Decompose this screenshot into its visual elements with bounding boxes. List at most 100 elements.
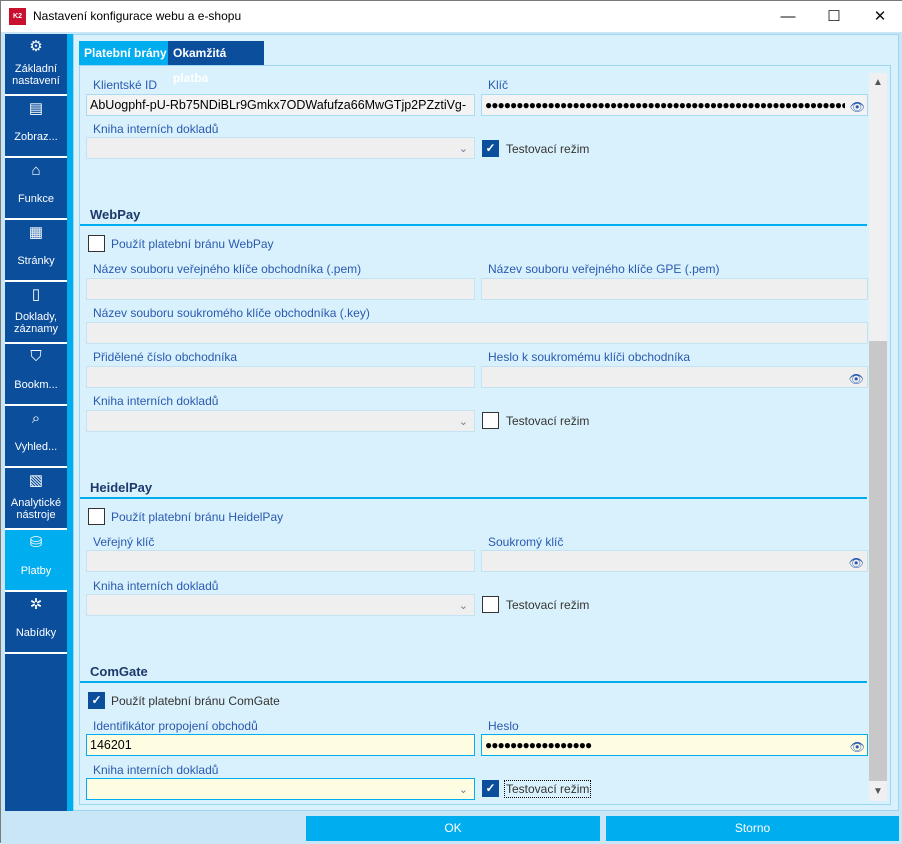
- tag-icon: ⌂: [31, 162, 41, 179]
- heidelpay-book-label: Kniha interních dokladů: [93, 579, 219, 593]
- sidebar-item-label: Vyhled...: [14, 441, 58, 453]
- sidebar-item-1[interactable]: ⚙ Základní nastavení: [5, 34, 67, 96]
- sidebar-divider: [67, 34, 73, 811]
- title-bar: K2 Nastavení konfigurace webu a e-shopu …: [1, 1, 902, 32]
- minimize-button[interactable]: —: [780, 8, 796, 25]
- tab-platebni-brany[interactable]: Platební brány: [79, 41, 172, 66]
- test-mode-label: Testovací režim: [506, 142, 590, 156]
- app-logo: K2: [9, 8, 26, 25]
- window-title: Nastavení konfigurace webu a e-shopu: [33, 9, 242, 23]
- sidebar-item-label: Bookm...: [14, 379, 58, 391]
- chart-icon: ▧: [28, 472, 44, 489]
- webpay-header: WebPay: [90, 207, 141, 222]
- merchant-priv-field[interactable]: [86, 322, 868, 344]
- sidebar-item-7[interactable]: ⌕ Vyhled...: [5, 406, 67, 468]
- eye-icon[interactable]: 👁: [848, 372, 864, 386]
- sidebar-item-label: Stránky: [17, 255, 55, 267]
- dropdown-icon: ⌄: [458, 416, 468, 428]
- search-icon: ⌕: [31, 410, 41, 427]
- comgate-test-checkbox[interactable]: ✓: [482, 780, 499, 797]
- maximize-button[interactable]: ☐: [827, 8, 841, 25]
- tab-okamzita-platba[interactable]: Okamžitá platba: [168, 41, 264, 85]
- comgate-use-label: Použít platební bránu ComGate: [111, 694, 280, 708]
- merchant-pub-label: Název souboru veřejného klíče obchodníka…: [93, 262, 362, 276]
- priv-pw-field[interactable]: 👁: [481, 366, 868, 388]
- dropdown-icon: ⌄: [458, 600, 468, 612]
- webpay-book-select[interactable]: ⌄: [86, 410, 475, 432]
- heidelpay-header: HeidelPay: [90, 480, 153, 495]
- divider: [80, 224, 867, 226]
- payment-icon: ⛁: [29, 534, 43, 551]
- sidebar-item-label: Funkce: [17, 193, 55, 205]
- merchant-priv-label: Název souboru soukromého klíče obchodník…: [93, 306, 370, 320]
- discount-icon: ✲: [29, 596, 43, 613]
- comgate-use-checkbox[interactable]: ✓: [88, 692, 105, 709]
- scrollbar-thumb[interactable]: [869, 341, 887, 781]
- priv-pw-label: Heslo k soukromému klíči obchodníka: [488, 350, 691, 364]
- key-value: ●●●●●●●●●●●●●●●●●●●●●●●●●●●●●●●●●●●●●●●●…: [485, 98, 845, 112]
- merchant-no-label: Přidělené číslo obchodníka: [93, 350, 238, 364]
- sidebar-item-label: Doklady, záznamy: [13, 311, 59, 335]
- private-key-label: Soukromý klíč: [488, 535, 564, 549]
- sidebar-item-4[interactable]: ▦ Stránky: [5, 220, 67, 282]
- eye-icon[interactable]: 👁: [849, 740, 865, 754]
- comgate-id-field[interactable]: 146201: [86, 734, 475, 756]
- book-label: Kniha interních dokladů: [93, 122, 219, 136]
- comgate-test-label: Testovací režim: [504, 780, 592, 798]
- sidebar-item-10[interactable]: ✲ Nabídky: [5, 592, 67, 654]
- comgate-pw-value: ●●●●●●●●●●●●●●●●●: [485, 738, 592, 752]
- heidelpay-book-select[interactable]: ⌄: [86, 594, 475, 616]
- close-button[interactable]: ✕: [873, 8, 887, 25]
- comgate-id-label: Identifikátor propojení obchodů: [93, 719, 258, 733]
- dropdown-icon: ⌄: [458, 143, 468, 155]
- webpay-test-checkbox[interactable]: [482, 412, 499, 429]
- public-key-field[interactable]: [86, 550, 475, 572]
- eye-icon[interactable]: 👁: [848, 556, 864, 570]
- page-icon: ▦: [28, 224, 44, 241]
- sidebar-item-label: Platby: [20, 565, 52, 577]
- sidebar-item-label: Zobraz...: [14, 131, 58, 143]
- sidebar-item-2[interactable]: ▤ Zobraz...: [5, 96, 67, 158]
- bookmark-icon: ⛉: [30, 348, 42, 365]
- webpay-book-label: Kniha interních dokladů: [93, 394, 219, 408]
- merchant-no-field[interactable]: [86, 366, 475, 388]
- sidebar-item-3[interactable]: ⌂ Funkce: [5, 158, 67, 220]
- gpe-pub-label: Název souboru veřejného klíče GPE (.pem): [488, 262, 720, 276]
- comgate-book-select[interactable]: ⌄: [86, 778, 475, 800]
- client-id-label: Klientské ID: [93, 78, 158, 92]
- comgate-pw-label: Heslo: [488, 719, 519, 733]
- webpay-test-label: Testovací režim: [506, 414, 590, 428]
- sidebar-item-6[interactable]: ⛉ Bookm...: [5, 344, 67, 406]
- heidelpay-test-checkbox[interactable]: [482, 596, 499, 613]
- public-key-label: Veřejný klíč: [93, 535, 155, 549]
- scroll-up-icon[interactable]: ▲: [873, 77, 883, 88]
- dropdown-icon: ⌄: [458, 784, 468, 796]
- sidebar: ⚙ Základní nastavení ▤ Zobraz... ⌂ Funkce ▦ Str…: [5, 34, 67, 811]
- comgate-pw-field[interactable]: ●●●●●●●●●●●●●●●●● 👁: [481, 734, 868, 756]
- heidelpay-use-checkbox[interactable]: [88, 508, 105, 525]
- webpay-use-checkbox[interactable]: [88, 235, 105, 252]
- comgate-book-label: Kniha interních dokladů: [93, 763, 219, 777]
- gpe-pub-field[interactable]: [481, 278, 868, 300]
- sidebar-item-9[interactable]: ⛁ Platby: [5, 530, 67, 592]
- test-mode-checkbox[interactable]: ✓: [482, 140, 499, 157]
- cancel-button[interactable]: Storno: [606, 816, 899, 841]
- sidebar-item-label: Základní nastavení: [12, 63, 60, 87]
- sidebar-item-5[interactable]: ▯ Doklady, záznamy: [5, 282, 67, 344]
- book-select[interactable]: ⌄: [86, 137, 475, 159]
- ok-button[interactable]: OK: [306, 816, 600, 841]
- sidebar-item-label: Analytické nástroje: [10, 497, 62, 521]
- key-field[interactable]: ●●●●●●●●●●●●●●●●●●●●●●●●●●●●●●●●●●●●●●●●…: [481, 94, 868, 116]
- sidebar-item-8[interactable]: ▧ Analytické nástroje: [5, 468, 67, 530]
- key-label: Klíč: [488, 78, 509, 92]
- client-id-field[interactable]: AbUogphf-pU-Rb75NDiBLr9Gmkx7ODWafufza66M…: [86, 94, 475, 116]
- divider: [80, 497, 867, 499]
- list-icon: ▤: [28, 100, 44, 117]
- heidelpay-use-label: Použít platební bránu HeidelPay: [111, 510, 284, 524]
- private-key-field[interactable]: 👁: [481, 550, 868, 572]
- eye-icon[interactable]: 👁: [849, 100, 865, 114]
- merchant-pub-field[interactable]: [86, 278, 475, 300]
- heidelpay-test-label: Testovací režim: [506, 598, 590, 612]
- webpay-use-label: Použít platební bránu WebPay: [111, 237, 274, 251]
- scroll-down-icon[interactable]: ▼: [873, 786, 883, 797]
